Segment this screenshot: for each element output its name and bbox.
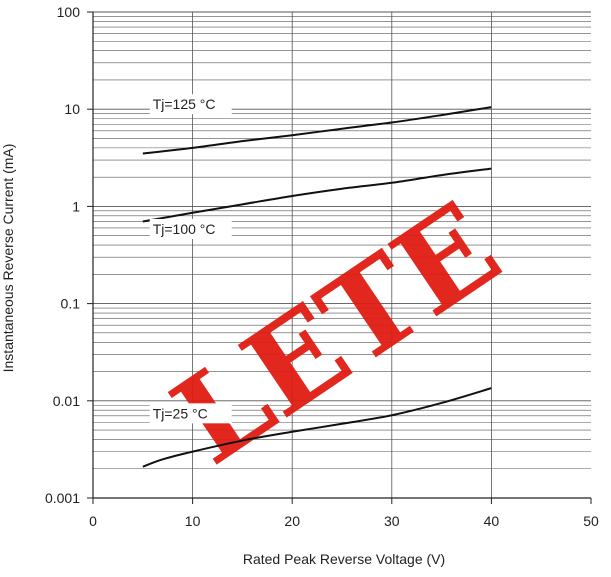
series-line-2 [142,387,492,468]
series-label: Tj=100 °C [153,221,216,237]
y-tick-label: 0.001 [45,490,80,506]
series-labels: Tj=125 °C Tj=100 °C Tj=25 °C [149,94,232,424]
y-tick-label: 100 [57,4,81,20]
axes: 0 10 20 30 40 50 0.001 0.01 0.1 1 10 100 [45,4,599,529]
series-label-bg [149,403,232,424]
series-lines [142,106,492,468]
x-tick-label: 10 [185,513,201,529]
x-tick-label: 40 [484,513,500,529]
x-tick-label: 0 [89,513,97,529]
series-label-bg [149,94,232,115]
y-tick-label: 10 [64,101,80,117]
x-tick-label: 30 [384,513,400,529]
y-tick-label: 0.1 [61,296,81,312]
series-line-0 [142,106,492,155]
series-label: Tj=125 °C [153,96,216,112]
series-label-bg [149,219,232,240]
y-tick-label: 0.01 [53,393,80,409]
y-tick-label: 1 [72,198,80,214]
x-axis-title: Rated Peak Reverse Voltage (V) [243,551,445,567]
series-label: Tj=25 °C [153,405,208,421]
series-line-1 [142,167,492,223]
y-axis-title: Instantaneous Reverse Current (mA) [0,144,16,373]
x-tick-label: 20 [284,513,300,529]
x-tick-label: 50 [583,513,599,529]
